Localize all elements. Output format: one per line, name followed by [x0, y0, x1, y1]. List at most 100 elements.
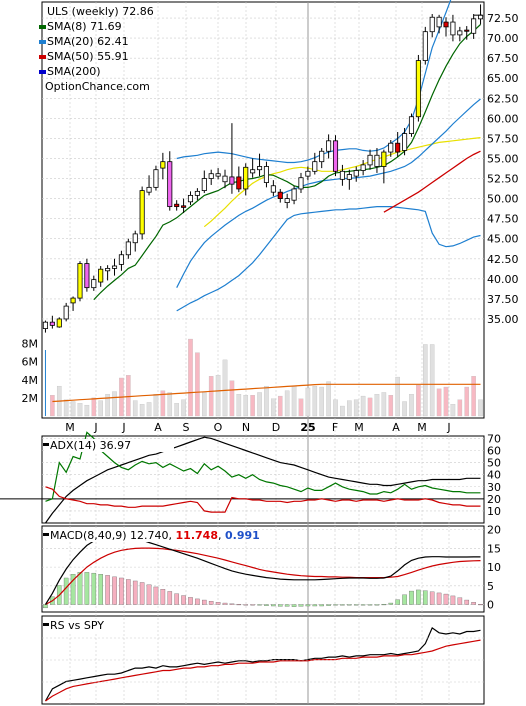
macd-histogram-bar	[126, 579, 131, 605]
candle-body	[436, 16, 442, 28]
macd-histogram-bar	[395, 599, 400, 605]
macd-histogram-bar	[257, 604, 262, 606]
macd-histogram-bar	[464, 599, 470, 605]
x-tick-label: D	[272, 421, 280, 434]
volume-bar	[98, 400, 103, 417]
legend-swatch	[39, 40, 46, 44]
price-tick-label: 60.00	[487, 112, 519, 125]
legend-label: SMA(50) 55.91	[47, 50, 129, 63]
x-tick-label: A	[154, 421, 162, 434]
macd-histogram-bar	[298, 604, 304, 607]
volume-bar	[202, 392, 207, 417]
candle-body	[181, 205, 187, 208]
volume-bar	[160, 390, 166, 417]
candle-body	[174, 203, 180, 208]
candle-body	[243, 166, 249, 190]
macd-histogram-bar	[443, 593, 449, 605]
volume-bar	[208, 376, 214, 417]
price-tick-label: 37.50	[487, 293, 519, 306]
volume-bar	[70, 401, 76, 417]
candle-body	[56, 318, 62, 328]
macd-histogram-bar	[181, 595, 186, 605]
volume-tick-label: 4M	[22, 374, 39, 387]
volume-bar	[429, 344, 435, 417]
volume-bar	[340, 405, 345, 417]
price-tick-label: 62.50	[487, 92, 519, 105]
volume-bar	[243, 395, 249, 417]
macd-title-part: 0.991	[225, 529, 260, 542]
rs-series-1	[45, 639, 481, 702]
volume-bar	[347, 400, 352, 417]
volume-bar	[395, 376, 400, 417]
avg-volume-line	[52, 383, 481, 403]
volume-bar	[367, 397, 373, 417]
price-tick-label: 50.00	[487, 193, 519, 206]
volume-bar	[167, 392, 173, 417]
chart-title: ULS (weekly) 72.86	[47, 5, 154, 18]
macd-tick-label: 10	[487, 561, 501, 574]
candle-body	[194, 190, 200, 196]
macd-histogram-bar	[457, 597, 463, 605]
candle-body	[118, 254, 124, 265]
candle-body	[105, 267, 111, 272]
macd-histogram-bar	[423, 590, 428, 605]
adx-tick-label: 40	[487, 469, 501, 482]
price-tick-label: 42.50	[487, 253, 519, 266]
volume-bar	[250, 395, 255, 417]
macd-histogram-bar	[84, 572, 90, 605]
candle-body	[263, 166, 269, 183]
macd-title-part: 11.748	[176, 529, 218, 542]
candle-body	[415, 60, 421, 118]
legend-swatch	[39, 70, 46, 74]
candle-body	[422, 31, 428, 61]
macd-title-bg	[44, 529, 244, 542]
adx-tick-label: 60	[487, 445, 501, 458]
candle-body	[229, 176, 235, 185]
volume-bar	[91, 397, 97, 417]
price-tick-label: 45.00	[487, 233, 519, 246]
macd-histogram-bar	[105, 575, 110, 605]
adx-tick-label: 50	[487, 457, 501, 470]
candle-body	[146, 186, 152, 193]
candle-body	[312, 161, 318, 172]
volume-bar	[333, 399, 338, 417]
adx-tick-label: 70	[487, 432, 501, 445]
macd-histogram-bar	[119, 577, 124, 605]
macd-histogram-bar	[208, 601, 214, 605]
price-tick-label: 52.50	[487, 173, 519, 186]
volume-bar	[326, 381, 331, 417]
legend-label: SMA(20) 62.41	[47, 35, 129, 48]
macd-histogram-bar	[132, 580, 138, 605]
volume-bar	[229, 380, 235, 417]
candle-body	[464, 29, 470, 32]
price-tick-label: 65.00	[487, 72, 519, 85]
candle-body	[167, 161, 173, 208]
macd-title: MACD(8,40,9) 12.740, 11.748, 0.991	[50, 529, 260, 542]
price-tick-label: 67.50	[487, 52, 519, 65]
candle-body	[381, 151, 387, 167]
x-tick-label: J	[93, 421, 97, 434]
macd-histogram-bar	[112, 576, 117, 605]
macd-histogram-bar	[243, 604, 249, 606]
volume-bar	[374, 394, 380, 417]
candle-body	[305, 170, 311, 177]
rs-title-bg	[44, 619, 119, 632]
candle-body	[298, 177, 304, 190]
volume-bar	[416, 385, 421, 417]
macd-histogram-bar	[333, 604, 338, 606]
volume-bar	[257, 392, 262, 417]
lower-band-line	[176, 206, 481, 312]
macd-histogram-bar	[250, 604, 255, 606]
candle-body	[443, 21, 449, 28]
legend-label: SMA(8) 71.69	[47, 20, 122, 33]
volume-bar	[215, 375, 221, 417]
candle-body	[284, 198, 290, 204]
candle-body	[332, 140, 339, 172]
price-tick-label: 57.50	[487, 132, 519, 145]
x-tick-label: A	[392, 421, 400, 434]
macd-histogram-bar	[402, 594, 407, 605]
volume-bar	[181, 399, 186, 417]
candle-body	[125, 241, 131, 256]
macd-histogram-bar	[367, 604, 373, 606]
candle-body	[132, 233, 138, 244]
